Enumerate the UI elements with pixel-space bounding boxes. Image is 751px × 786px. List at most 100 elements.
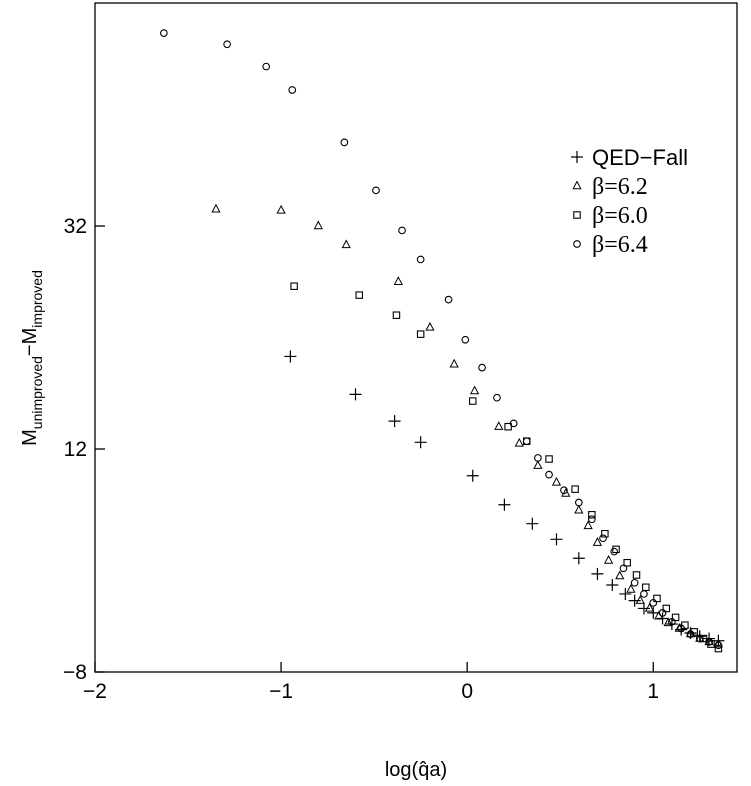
- data-point-square: [545, 455, 553, 463]
- data-point-triangle: [494, 421, 504, 430]
- data-point-square: [662, 604, 671, 613]
- data-point-plus: [284, 350, 297, 363]
- data-point-triangle: [533, 460, 543, 469]
- data-point-triangle: [313, 220, 323, 230]
- y-axis-label: Munimproved−Mimproved: [19, 270, 45, 446]
- data-point-square: [612, 545, 620, 554]
- x-axis-label: log(q̂a): [385, 759, 447, 781]
- legend-label: β=6.4: [592, 232, 648, 258]
- data-point-triangle: [341, 239, 351, 249]
- data-point-circle: [658, 609, 667, 617]
- data-point-plus: [606, 579, 619, 592]
- y-tick-label: −8: [63, 661, 87, 684]
- data-point-circle: [640, 590, 648, 598]
- data-point-plus: [647, 606, 660, 619]
- data-point-circle: [649, 599, 658, 607]
- legend-marker-triangle: [572, 180, 582, 190]
- data-point-triangle: [393, 276, 403, 285]
- data-point-triangle: [626, 583, 636, 593]
- data-point-circle: [574, 498, 583, 507]
- data-point-circle: [630, 578, 639, 587]
- data-point-triangle: [449, 358, 459, 368]
- data-point-circle: [522, 437, 531, 446]
- data-point-circle: [478, 363, 486, 372]
- data-point-plus: [619, 587, 632, 600]
- data-point-circle: [509, 419, 518, 428]
- data-point-circle: [444, 295, 453, 304]
- data-point-square: [416, 330, 425, 338]
- data-point-circle: [588, 515, 596, 524]
- data-point-plus: [388, 415, 401, 428]
- data-point-circle: [160, 29, 168, 37]
- legend-label: QED−Fall: [592, 145, 688, 170]
- data-point-plus: [414, 436, 427, 449]
- data-point-square: [671, 613, 680, 622]
- data-point-square: [392, 311, 401, 319]
- legend-marker-circle: [573, 240, 581, 248]
- legend: QED−Fall β=6.2 β=6.0 β=6.4: [571, 145, 688, 258]
- data-point-square: [601, 529, 609, 538]
- data-point-triangle: [635, 595, 645, 604]
- data-point-circle: [372, 186, 380, 195]
- data-point-plus: [349, 388, 362, 401]
- data-point-triangle: [551, 476, 562, 486]
- data-point-triangle: [663, 617, 673, 627]
- legend-marker-square: [573, 211, 581, 219]
- data-point-square: [714, 644, 723, 653]
- data-point-plus: [550, 533, 563, 546]
- data-point-triangle: [603, 554, 614, 564]
- data-point-triangle: [561, 488, 571, 497]
- data-point-circle: [288, 86, 297, 94]
- data-point-triangle: [583, 520, 593, 530]
- data-point-square: [355, 291, 363, 299]
- data-point-square: [504, 422, 512, 431]
- data-point-plus: [526, 517, 539, 530]
- legend-label: β=6.2: [592, 174, 648, 200]
- data-point-triangle: [211, 203, 221, 213]
- data-point-circle: [695, 634, 704, 643]
- data-point-plus: [628, 594, 641, 607]
- y-tick-label: 32: [64, 215, 87, 238]
- x-tick-label: 0: [461, 680, 473, 703]
- data-point-triangle: [469, 385, 480, 395]
- data-point-circle: [545, 470, 553, 479]
- x-tick-label: −2: [83, 680, 107, 703]
- data-point-triangle: [713, 638, 724, 648]
- data-point-square: [290, 282, 298, 290]
- data-point-circle: [610, 547, 619, 556]
- data-point-plus: [498, 498, 511, 511]
- data-point-plus: [591, 567, 604, 580]
- y-axis: −8 12 32: [63, 215, 105, 684]
- data-point-triangle: [592, 537, 603, 546]
- data-point-circle: [714, 641, 723, 650]
- data-point-circle: [223, 40, 231, 49]
- legend-label: β=6.0: [592, 203, 648, 229]
- data-point-triangle: [685, 628, 696, 638]
- data-point-circle: [705, 638, 713, 646]
- data-point-circle: [340, 138, 349, 147]
- data-point-circle: [677, 624, 686, 633]
- data-point-triangle: [276, 204, 286, 214]
- data-points: [160, 29, 725, 653]
- data-point-triangle: [615, 570, 625, 580]
- data-point-plus: [572, 552, 585, 565]
- data-point-square: [699, 634, 708, 643]
- data-point-circle: [493, 393, 501, 402]
- data-point-square: [707, 640, 715, 648]
- data-point-circle: [262, 62, 271, 71]
- data-point-plus: [637, 602, 650, 615]
- data-point-circle: [560, 486, 568, 495]
- data-point-plus: [466, 469, 479, 482]
- data-point-square: [571, 485, 579, 493]
- data-point-triangle: [514, 437, 524, 447]
- data-point-square: [632, 571, 641, 579]
- data-point-circle: [416, 255, 425, 264]
- data-point-square: [623, 558, 631, 567]
- data-point-triangle: [644, 602, 655, 612]
- legend-marker-plus: [571, 151, 583, 163]
- data-point-triangle: [574, 504, 584, 514]
- y-tick-label: 12: [64, 438, 87, 461]
- data-point-square: [469, 397, 477, 405]
- plot-frame: [94, 2, 738, 673]
